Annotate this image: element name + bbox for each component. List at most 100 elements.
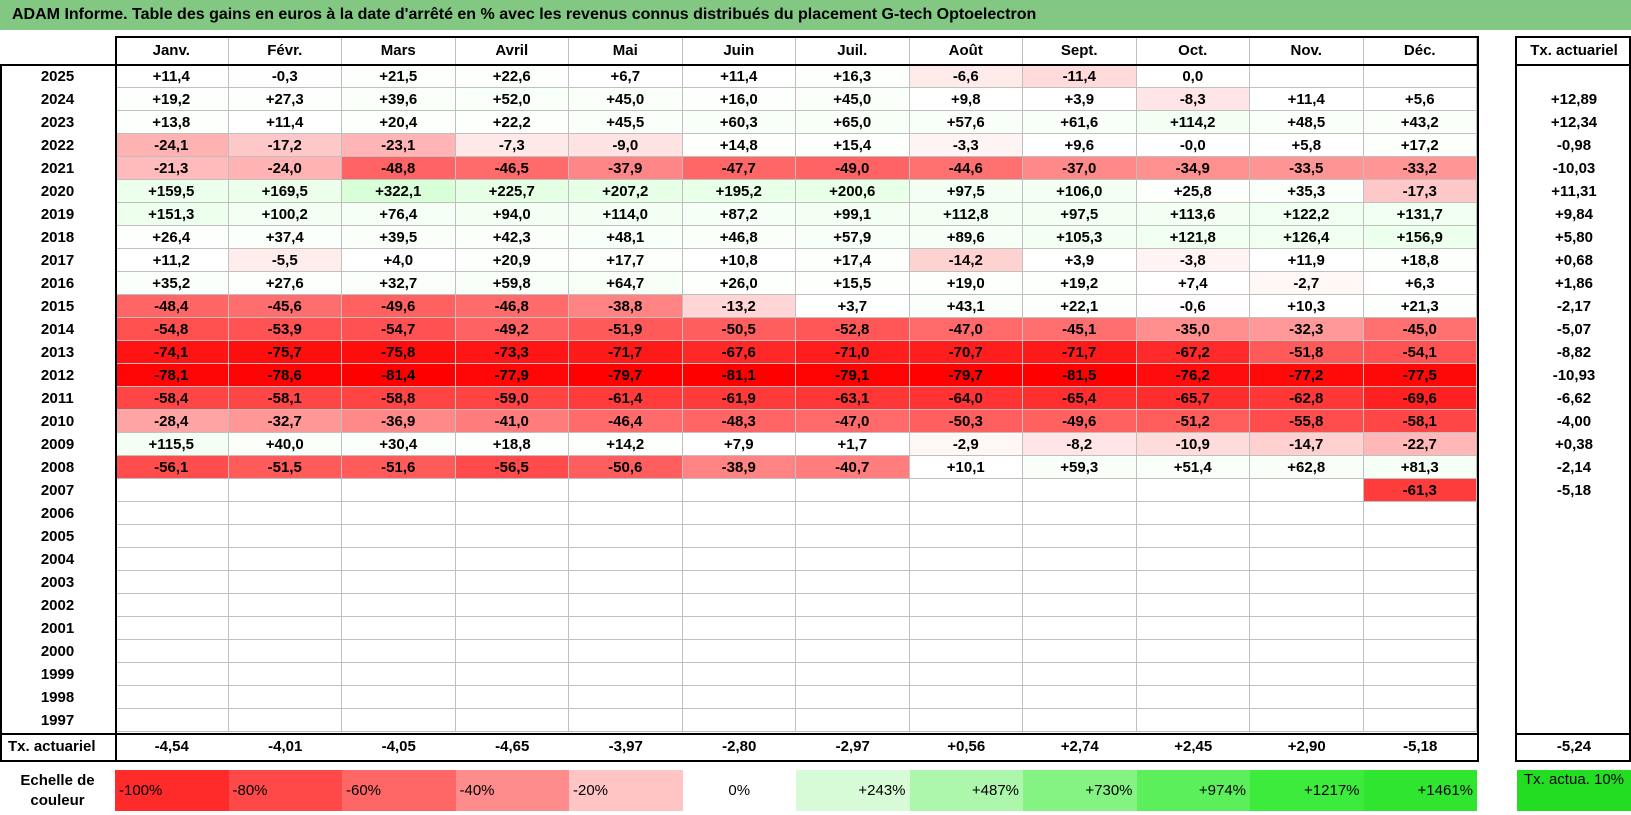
value-cell: +57,9 (796, 226, 910, 249)
value-cell (228, 663, 342, 686)
value-cell (115, 663, 229, 686)
value-cell: -73,3 (455, 341, 569, 364)
value-cell: -0,0 (1136, 134, 1250, 157)
rate-cell: -10,03 (1552, 160, 1596, 177)
value-cell (455, 479, 569, 502)
value-cell (1250, 686, 1364, 709)
value-cell: -69,6 (1363, 387, 1477, 410)
value-cell (455, 594, 569, 617)
value-cell: -35,0 (1136, 318, 1250, 341)
value-cell: -46,8 (455, 295, 569, 318)
value-cell: +9,8 (909, 88, 1023, 111)
value-cell (228, 525, 342, 548)
value-cell: +30,4 (342, 433, 456, 456)
value-cell (1023, 594, 1137, 617)
summary-value: +2,45 (1174, 738, 1213, 755)
value-cell: 0,0 (1136, 65, 1250, 88)
value-cell: +40,0 (228, 433, 342, 456)
value-cell: -13,2 (682, 295, 796, 318)
value-cell: +94,0 (455, 203, 569, 226)
value-cell: +106,0 (1023, 180, 1137, 203)
value-cell: +18,8 (1363, 249, 1477, 272)
month-header: Déc. (1364, 36, 1477, 65)
value-cell: -55,8 (1250, 410, 1364, 433)
year-label: 2018 (40, 229, 75, 246)
rate-cell: +1,86 (1555, 275, 1593, 292)
color-scale-step: +1217% (1250, 770, 1364, 811)
value-cell: -36,9 (342, 410, 456, 433)
value-cell: +113,6 (1136, 203, 1250, 226)
value-cell: +3,9 (1023, 249, 1137, 272)
value-cell: -56,5 (455, 456, 569, 479)
color-scale-step: +487% (909, 770, 1023, 811)
value-cell: +159,5 (115, 180, 229, 203)
value-cell: +14,8 (682, 134, 796, 157)
value-cell: -37,9 (569, 157, 683, 180)
value-cell (909, 571, 1023, 594)
value-cell (1136, 571, 1250, 594)
rate-cell (1517, 640, 1631, 663)
color-scale-step: -40% (455, 770, 569, 811)
value-cell (342, 548, 456, 571)
value-cell: -23,1 (342, 134, 456, 157)
value-cell: +76,4 (342, 203, 456, 226)
value-cell (909, 709, 1023, 732)
value-cell: +7,9 (682, 433, 796, 456)
rate-cell: +11,31 (1551, 183, 1597, 200)
value-cell: -54,1 (1363, 341, 1477, 364)
value-cell: -70,7 (909, 341, 1023, 364)
value-cell: -74,1 (115, 341, 229, 364)
table-border (0, 64, 1477, 66)
table-border (1477, 36, 1479, 760)
value-cell (115, 548, 229, 571)
value-cell (1023, 663, 1137, 686)
value-cell (682, 525, 796, 548)
value-cell: -17,2 (228, 134, 342, 157)
value-cell: +52,0 (455, 88, 569, 111)
value-cell (455, 502, 569, 525)
value-cell (569, 548, 683, 571)
value-cell: -47,0 (796, 410, 910, 433)
value-cell: -50,3 (909, 410, 1023, 433)
value-cell: -71,7 (569, 341, 683, 364)
value-cell: -48,8 (342, 157, 456, 180)
month-header: Nov. (1250, 36, 1364, 65)
value-cell: -78,6 (228, 364, 342, 387)
summary-value: -4,01 (268, 738, 303, 755)
value-cell: +22,1 (1023, 295, 1137, 318)
value-cell: +62,8 (1250, 456, 1364, 479)
value-cell: -45,0 (1363, 318, 1477, 341)
value-cell: -21,3 (115, 157, 229, 180)
value-cell: -65,4 (1023, 387, 1137, 410)
value-cell (1136, 479, 1250, 502)
value-cell: +112,8 (909, 203, 1023, 226)
value-cell (342, 502, 456, 525)
rate-cell (1517, 525, 1631, 548)
value-cell (1250, 479, 1364, 502)
value-cell (682, 594, 796, 617)
year-label: 2014 (40, 321, 75, 338)
color-scale-step: +243% (796, 770, 910, 811)
table-border (1515, 64, 1631, 66)
value-cell (1363, 571, 1477, 594)
value-cell (682, 548, 796, 571)
value-cell: +19,2 (1023, 272, 1137, 295)
value-cell: -58,8 (342, 387, 456, 410)
value-cell: +11,4 (115, 65, 229, 88)
value-cell: +17,4 (796, 249, 910, 272)
value-cell (682, 617, 796, 640)
year-label: 2025 (40, 68, 75, 85)
value-cell: -45,1 (1023, 318, 1137, 341)
value-cell: +126,4 (1250, 226, 1364, 249)
summary-value: +2,90 (1287, 738, 1326, 755)
rate-cell: -2,17 (1556, 298, 1592, 315)
value-cell: -81,1 (682, 364, 796, 387)
value-cell: +99,1 (796, 203, 910, 226)
value-cell: -14,7 (1250, 433, 1364, 456)
value-cell: -65,7 (1136, 387, 1250, 410)
value-cell: +26,4 (115, 226, 229, 249)
value-cell: +5,8 (1250, 134, 1364, 157)
value-cell: -49,6 (1023, 410, 1137, 433)
value-cell: -61,4 (569, 387, 683, 410)
value-cell (1250, 525, 1364, 548)
